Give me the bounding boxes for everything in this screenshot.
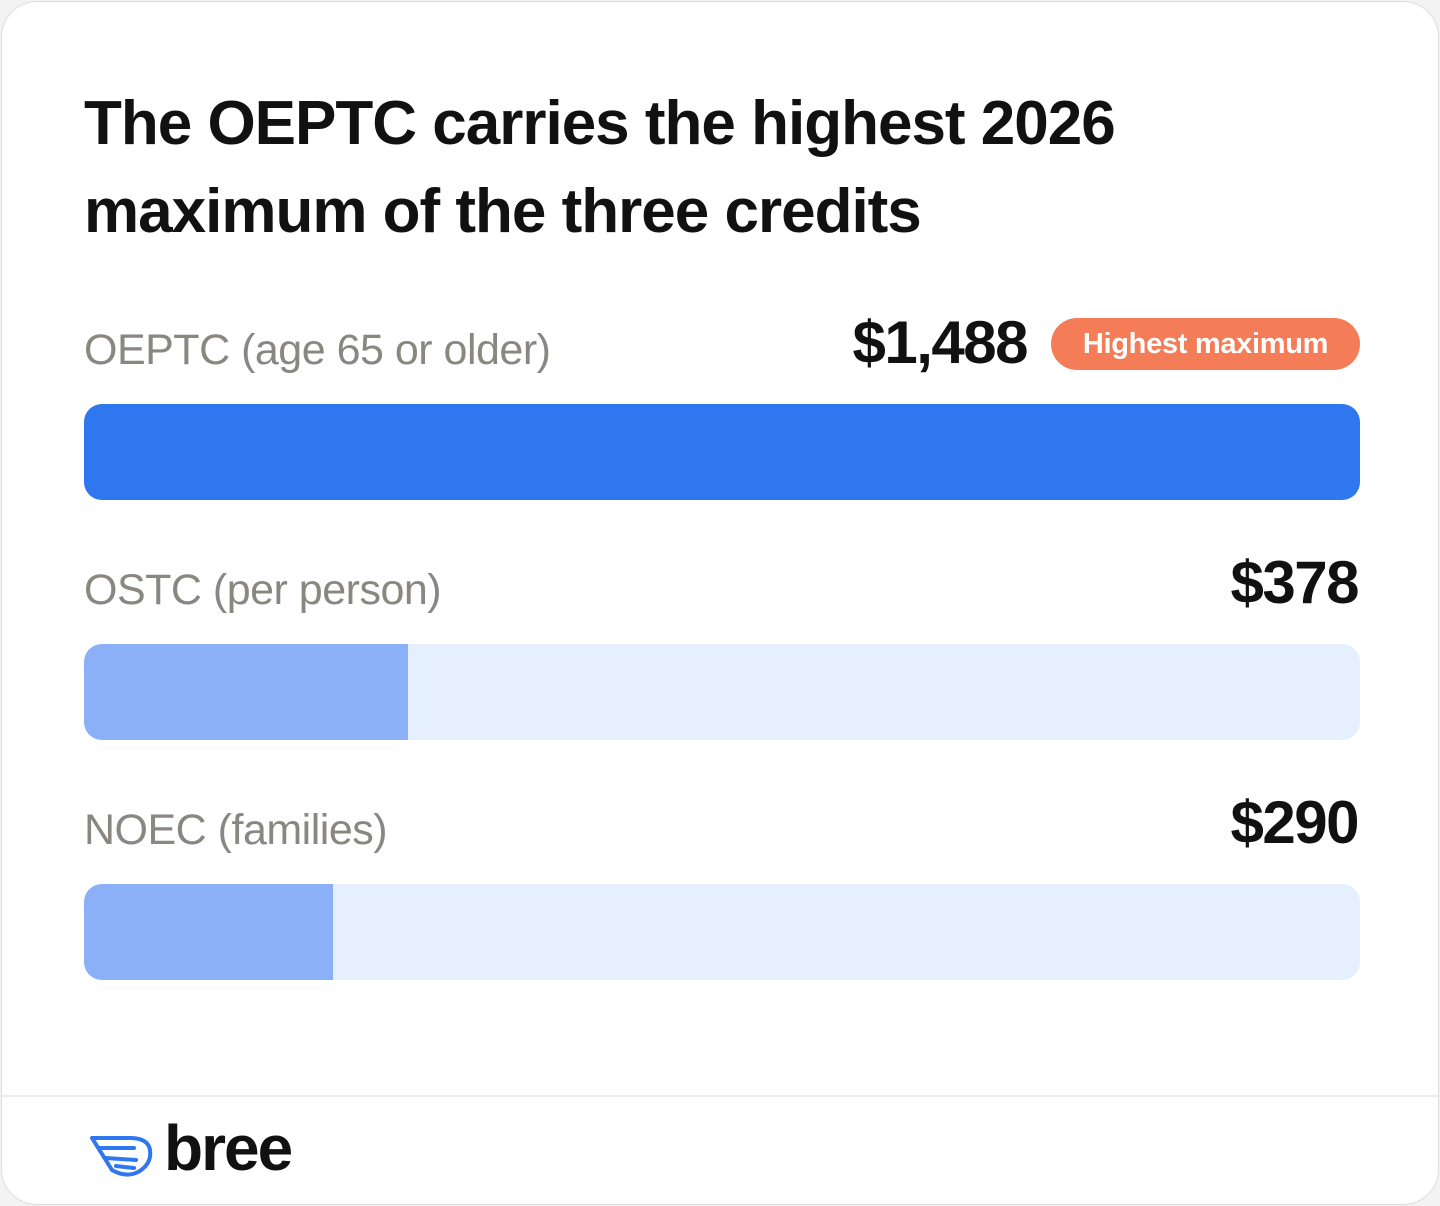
bar [84, 404, 1360, 500]
bar-track [84, 884, 1360, 980]
highest-maximum-badge: Highest maximum [1051, 318, 1360, 370]
bar-label: NOEC (families) [84, 806, 388, 854]
bar-label: OEPTC (age 65 or older) [84, 326, 551, 374]
bar-value-label: $290 [1230, 789, 1360, 856]
bar [84, 884, 333, 980]
wing-logo-icon [90, 1136, 153, 1177]
brand-name: bree [164, 1112, 293, 1184]
bar-value-label: $1,488 [852, 309, 1028, 376]
bar-track [84, 404, 1360, 500]
bar-label: OSTC (per person) [84, 566, 442, 614]
footer-divider [2, 1095, 1438, 1097]
bar-value-label: $378 [1230, 549, 1360, 616]
bar-track [84, 644, 1360, 740]
bar [84, 644, 408, 740]
chart-title: The OEPTC carries the highest 2026 maxim… [84, 89, 1116, 246]
